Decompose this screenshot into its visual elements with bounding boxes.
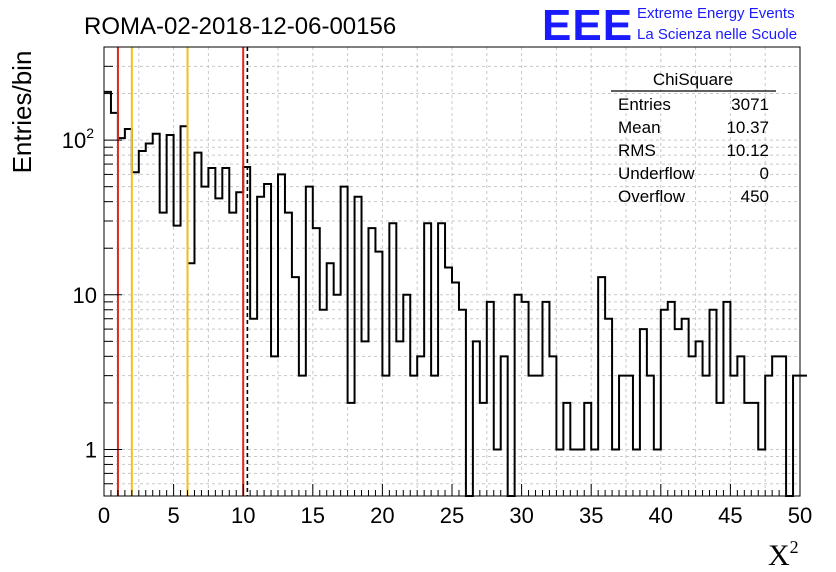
x-axis-tick-label: 15: [301, 503, 325, 528]
stats-row-label: Underflow: [618, 164, 695, 183]
x-axis-tick-label: 10: [231, 503, 255, 528]
reference-lines: [116, 47, 249, 496]
x-axis-tick-label: 0: [98, 503, 110, 528]
x-axis-label-base: X: [768, 539, 790, 572]
x-axis-label-superscript: 2: [790, 537, 799, 557]
y-axis-tick-label: 10: [73, 283, 97, 308]
x-axis-tick-label: 50: [788, 503, 812, 528]
x-axis-tick-label: 20: [370, 503, 394, 528]
stats-row-label: Entries: [618, 95, 671, 114]
stats-row-value: 10.37: [726, 118, 769, 137]
x-axis-label: X2: [768, 537, 799, 572]
eee-logo-letters: EEE: [542, 1, 633, 50]
stats-box-title: ChiSquare: [653, 70, 733, 89]
stats-row-label: Mean: [618, 118, 661, 137]
eee-logo-line2: La Scienza nelle Scuole: [637, 26, 797, 43]
stats-box-rows: Entries 3071 Mean 10.37 RMS 10.12 Underflow 0 Ov…: [618, 95, 769, 206]
y-axis-label: Entries/bin: [7, 51, 37, 174]
y-axis-tick-label: 1: [85, 437, 97, 462]
stats-row-label: Overflow: [618, 187, 686, 206]
x-axis-tick-label: 45: [718, 503, 742, 528]
x-axis-tick-label: 25: [440, 503, 464, 528]
chart-title: ROMA-02-2018-12-06-00156: [84, 13, 396, 40]
stats-row-label: RMS: [618, 141, 656, 160]
x-axis-tick-label: 35: [579, 503, 603, 528]
y-axis-tick-label: 102: [62, 125, 94, 153]
x-axis-tick-label: 40: [649, 503, 673, 528]
histogram-bars: [104, 90, 807, 497]
histogram-outline: [104, 90, 807, 497]
stats-row-value: 3071: [731, 95, 769, 114]
x-axis-tick-label: 30: [509, 503, 533, 528]
stats-row-value: 10.12: [726, 141, 769, 160]
axis-ticks: 0 5 10 15 20 25 30 35 40 45 50 1 10 102: [62, 65, 812, 528]
stats-row-value: 450: [741, 187, 769, 206]
eee-logo-line1: Extreme Energy Events: [637, 5, 795, 22]
x-axis-tick-label: 5: [167, 503, 179, 528]
stats-row-value: 0: [760, 164, 769, 183]
stats-box: ChiSquare Entries 3071 Mean 10.37 RMS 10.12 Un…: [611, 70, 776, 206]
eee-logo: EEE Extreme Energy Events La Scienza nel…: [542, 1, 797, 50]
